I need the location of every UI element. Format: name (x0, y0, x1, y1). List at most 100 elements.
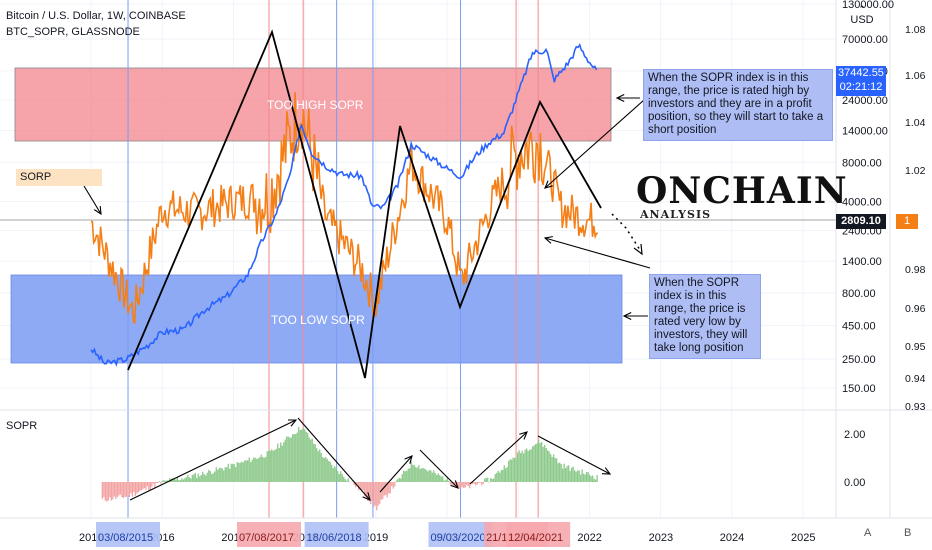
sopr-histogram-bar (475, 482, 477, 486)
sopr-histogram-bar (332, 467, 334, 482)
sopr-histogram-bar (508, 461, 510, 482)
sopr-histogram-bar (220, 467, 222, 482)
sopr-histogram-bar (392, 482, 394, 489)
sopr-histogram-bar (524, 449, 526, 482)
sopr-histogram-bar (431, 472, 433, 482)
sopr-histogram-bar (202, 471, 204, 482)
sopr-histogram-bar (416, 467, 418, 482)
sopr-histogram-bar (493, 478, 495, 482)
sopr-histogram-bar (292, 434, 294, 482)
sopr-histogram-bar (511, 459, 513, 482)
sopr-histogram-bar (136, 482, 138, 494)
sopr-histogram-bar (229, 468, 231, 482)
time-axis-tick-label: 2024 (720, 532, 744, 544)
sopr-histogram-bar (260, 454, 262, 482)
sopr-histogram-bar (104, 482, 106, 501)
sopr-histogram-bar (413, 464, 415, 482)
sopr-histogram-bar (161, 480, 163, 482)
sopr-histogram-bar (422, 468, 424, 482)
auto-scale-button[interactable]: A (864, 527, 872, 539)
time-axis-tick-label: 2023 (649, 532, 673, 544)
sopr-histogram-bar (364, 482, 366, 497)
sopr-histogram-bar (253, 457, 255, 482)
sopr-histogram-bar (194, 472, 196, 482)
sopr-histogram-bar (571, 467, 573, 482)
log-scale-button[interactable]: B (904, 527, 912, 539)
sopr-histogram-bar (121, 482, 123, 497)
sorp-pointer-arrow-head (93, 205, 102, 216)
sopr-histogram-bar (595, 479, 597, 482)
sopr-histogram-bar (581, 469, 583, 482)
sopr-histogram-bar (377, 482, 379, 506)
sopr-histogram-bar (482, 482, 484, 484)
sopr-histogram-bar (370, 482, 372, 505)
sopr-histogram-bar (322, 457, 324, 482)
sopr-histogram-bar (538, 439, 540, 482)
sopr-histogram-bar (584, 474, 586, 482)
sopr-histogram-bar (479, 482, 481, 483)
sopr-histogram-bar (181, 478, 183, 482)
sopr-histogram-bar (386, 482, 388, 498)
sopr-histogram-bar (211, 474, 213, 482)
time-axis-tick-label: 2022 (577, 532, 601, 544)
sopr-histogram-bar (254, 457, 256, 482)
sopr-histogram-bar (428, 470, 430, 482)
sopr-histogram-bar (439, 475, 441, 482)
sopr-histogram-bar (412, 464, 414, 482)
sopr-histogram-bar (515, 457, 517, 482)
currency-label: ⌃ USD (845, 4, 879, 26)
too-high-zone-label: TOO HIGH SOPR (267, 98, 364, 112)
too-low-zone-label: TOO LOW SOPR (271, 313, 365, 327)
sopr-histogram-bar (436, 475, 438, 482)
sopr-histogram-bar (106, 482, 108, 502)
sopr-histogram-bar (269, 450, 271, 482)
sopr-histogram-bar (235, 467, 237, 482)
price-axis-tick-label: 450.00 (842, 321, 876, 333)
sopr-histogram-bar (266, 451, 268, 482)
sopr-histogram-bar (509, 459, 511, 482)
hist-arrow-2 (297, 417, 371, 501)
highlighted-date-box (237, 522, 301, 547)
sopr-axis-tick-label: 0.94 (905, 373, 926, 385)
sopr-histogram-bar (563, 463, 565, 482)
highlighted-date-label: 18/06/2018 (307, 532, 362, 544)
sopr-histogram-bar (458, 482, 460, 489)
sopr-histogram-bar (374, 482, 376, 506)
sopr-histogram-bar (590, 476, 592, 482)
sopr-histogram-bar (142, 482, 144, 490)
sopr-histogram-bar (383, 482, 385, 496)
sopr-histogram-bar (544, 444, 546, 482)
sopr-histogram-bar (343, 476, 345, 482)
sopr-histogram-bar (344, 479, 346, 482)
sopr-value-tag: 1 (896, 214, 918, 229)
sopr-histogram-bar (175, 479, 177, 482)
sopr-histogram-bar (415, 467, 417, 482)
sopr-histogram-bar (346, 480, 348, 482)
sopr-histogram-bar (340, 471, 342, 482)
sopr-histogram-bar (151, 482, 153, 487)
sorp-pointer-arrow (83, 185, 102, 215)
sopr-histogram-bar (487, 477, 489, 482)
highlighted-date-label: 09/03/2020 (431, 532, 486, 544)
histogram-axis-tick-label: 2.00 (844, 429, 865, 441)
sopr-histogram-bar (319, 449, 321, 482)
sopr-histogram-bar (476, 482, 478, 485)
sopr-histogram-bar (221, 468, 223, 482)
sopr-histogram-bar (226, 467, 228, 482)
sopr-histogram-bar (250, 462, 252, 482)
sopr-histogram-bar (353, 482, 355, 486)
sopr-histogram-bar (287, 436, 289, 482)
highlighted-date-box (96, 522, 161, 547)
sopr-histogram-bar (302, 428, 304, 482)
sopr-histogram-bar (325, 457, 327, 482)
sopr-histogram-bar (502, 469, 504, 482)
sopr-histogram-bar (217, 469, 219, 482)
sopr-histogram-bar (199, 476, 201, 482)
sopr-histogram-bar (331, 464, 333, 482)
sopr-histogram-bar (382, 482, 384, 500)
sopr-histogram-bar (421, 468, 423, 482)
sopr-histogram-bar (227, 463, 229, 482)
hist-arrow-5 (469, 431, 528, 485)
sopr-histogram-bar (451, 482, 453, 485)
hist-arrow-4-head (450, 480, 459, 489)
